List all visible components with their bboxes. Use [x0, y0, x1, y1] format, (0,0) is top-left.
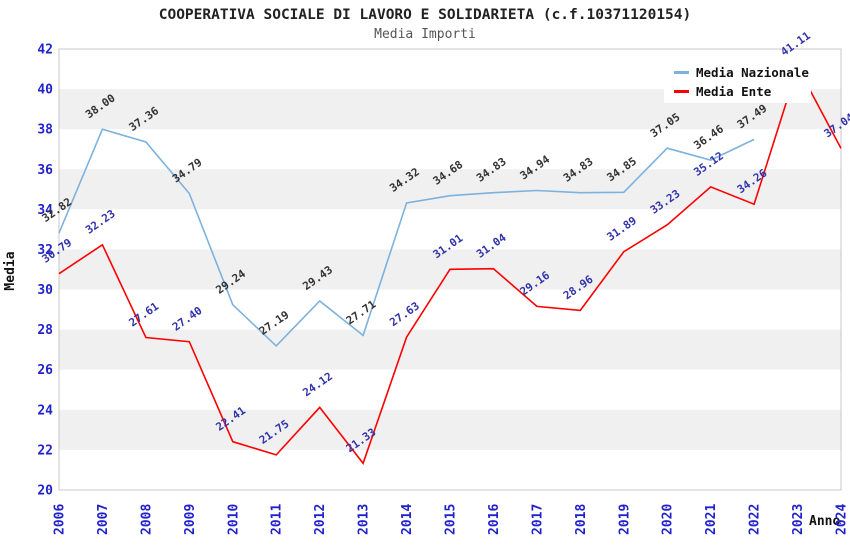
- data-label-1: 27.40: [170, 304, 205, 334]
- x-tick-label: 2008: [139, 504, 154, 535]
- y-tick-label: 34: [37, 203, 53, 218]
- x-tick-label: 2023: [791, 504, 806, 535]
- y-tick-label: 22: [37, 443, 53, 458]
- x-tick-label: 2014: [400, 504, 415, 535]
- series-line-1: [58, 64, 842, 465]
- x-tick-label: 2017: [530, 504, 545, 535]
- y-tick-label: 42: [37, 43, 53, 58]
- y-tick-label: 38: [37, 123, 53, 138]
- y-tick-label: 36: [37, 163, 53, 178]
- x-tick-label: 2006: [53, 504, 68, 535]
- x-axis-label: Anno: [809, 514, 841, 529]
- legend-background: [664, 57, 811, 103]
- x-tick-label: 2010: [226, 504, 241, 535]
- y-tick-label: 32: [37, 243, 53, 258]
- x-tick-label: 2016: [487, 504, 502, 535]
- data-label-1: 24.12: [300, 370, 335, 400]
- x-axis-tick-labels: 2006 2007 2008 2009 2010 2011 2012 2013 2014 2015…: [53, 504, 850, 535]
- data-label-0: 27.71: [344, 297, 379, 327]
- series-line-0: [58, 128, 755, 348]
- data-label-1: 27.63: [387, 299, 422, 329]
- y-tick-label: 40: [37, 83, 53, 98]
- y-tick-label: 28: [37, 323, 53, 338]
- y-tick-label: 24: [37, 403, 53, 418]
- x-tick-label: 2020: [661, 504, 676, 535]
- x-tick-label: 2013: [357, 504, 372, 535]
- chart-title: COOPERATIVA SOCIALE DI LAVORO E SOLIDARI…: [158, 7, 692, 23]
- x-tick-label: 2024: [835, 504, 850, 535]
- y-tick-label: 26: [37, 363, 53, 378]
- x-tick-label: 2015: [444, 504, 459, 535]
- legend-label-media-nazionale: Media Nazionale: [696, 65, 809, 80]
- data-label-1: 41.11: [778, 29, 813, 59]
- x-tick-label: 2022: [748, 504, 763, 535]
- x-tick-label: 2012: [313, 504, 328, 535]
- x-tick-label: 2018: [574, 504, 589, 535]
- plot-border: [58, 48, 842, 491]
- grid-band: [59, 169, 841, 210]
- y-tick-label: 20: [37, 484, 53, 499]
- legend-label-media-ente: Media Ente: [696, 84, 772, 99]
- y-tick-label: 30: [37, 283, 53, 298]
- y-axis-tick-labels: 20 22 24 26 28 30 32 34 36 38 40 42: [37, 43, 53, 499]
- series-lines: [58, 64, 842, 465]
- chart-subtitle: Media Importi: [374, 27, 476, 42]
- legend: Media Nazionale Media Ente: [664, 57, 811, 103]
- x-tick-label: 2021: [704, 504, 719, 535]
- data-label-1: 27.61: [127, 300, 162, 330]
- data-label-1: 32.23: [83, 207, 118, 237]
- data-label-1: 31.89: [604, 214, 639, 244]
- grid-band: [59, 329, 841, 370]
- x-tick-label: 2009: [183, 504, 198, 535]
- x-tick-label: 2011: [270, 504, 285, 535]
- grid-band: [59, 409, 841, 450]
- x-tick-label: 2019: [617, 504, 632, 535]
- x-tick-label: 2007: [96, 504, 111, 535]
